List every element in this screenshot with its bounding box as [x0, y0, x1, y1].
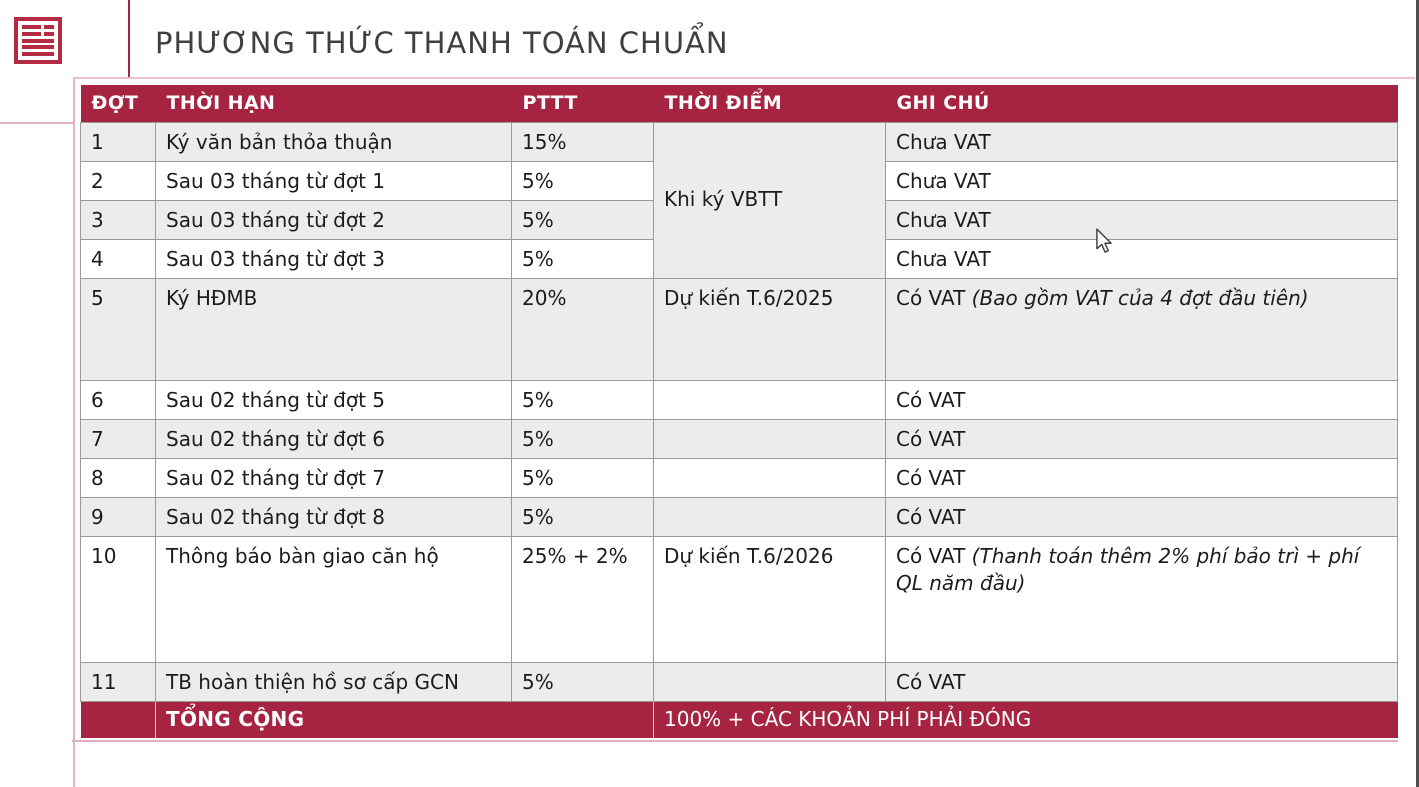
- cell-pttt: 5%: [511, 160, 654, 201]
- cell-pttt: 20%: [511, 277, 654, 381]
- horizontal-guide-line-top: [73, 77, 1415, 79]
- table-row: 9 Sau 02 tháng từ đợt 8 5% Có VAT: [80, 496, 1398, 537]
- arrow-cursor-icon: [1096, 228, 1112, 253]
- cell-note: Có VAT (Thanh toán thêm 2% phí bảo trì +…: [885, 535, 1398, 663]
- cell-term: Sau 02 tháng từ đợt 6: [155, 418, 512, 459]
- cell-note: Có VAT (Bao gồm VAT của 4 đợt đầu tiên): [885, 277, 1398, 381]
- cell-pttt: 5%: [511, 379, 654, 420]
- cell-term: Sau 03 tháng từ đợt 2: [155, 199, 512, 240]
- cell-time: [653, 496, 886, 537]
- logo-bar: [22, 38, 54, 43]
- screen-right-edge: [1416, 0, 1419, 787]
- horizontal-guide-line-bottom: [72, 740, 1398, 742]
- cell-note: Chưa VAT: [885, 199, 1398, 240]
- cell-installment: 7: [80, 418, 156, 459]
- document-seal-icon: [14, 17, 62, 64]
- cell-term: Thông báo bàn giao căn hộ: [155, 535, 512, 663]
- cell-installment: 2: [80, 160, 156, 201]
- cell-time: [653, 457, 886, 498]
- table-row: 2 Sau 03 tháng từ đợt 1 5% Chưa VAT: [80, 160, 1398, 201]
- cell-note: Có VAT: [885, 457, 1398, 498]
- table-total-row: TỔNG CỘNG 100% + CÁC KHOẢN PHÍ PHẢI ĐÓNG: [80, 701, 1398, 738]
- cell-note: Chưa VAT: [885, 238, 1398, 279]
- cell-pttt: 5%: [511, 661, 654, 702]
- cell-pttt: 15%: [511, 121, 654, 162]
- table-row: 3 Sau 03 tháng từ đợt 2 5% Chưa VAT: [80, 199, 1398, 240]
- table-row: 7 Sau 02 tháng từ đợt 6 5% Có VAT: [80, 418, 1398, 459]
- vertical-guide-line: [73, 77, 75, 787]
- cell-pttt: 5%: [511, 457, 654, 498]
- cell-term: Sau 02 tháng từ đợt 5: [155, 379, 512, 420]
- cell-installment: 3: [80, 199, 156, 240]
- cell-note: Chưa VAT: [885, 160, 1398, 201]
- table-row: 8 Sau 02 tháng từ đợt 7 5% Có VAT: [80, 457, 1398, 498]
- cell-term: Sau 03 tháng từ đợt 3: [155, 238, 512, 279]
- cell-installment: 8: [80, 457, 156, 498]
- table-row: 5 Ký HĐMB 20% Dự kiến T.6/2025 Có VAT (B…: [80, 277, 1398, 381]
- cell-note: Có VAT: [885, 496, 1398, 537]
- cell-installment: 4: [80, 238, 156, 279]
- cell-note: Có VAT: [885, 661, 1398, 702]
- logo-bar: [22, 25, 54, 29]
- cell-time: Dự kiến T.6/2026: [653, 535, 886, 663]
- table-row: 10 Thông báo bàn giao căn hộ 25% + 2% Dự…: [80, 535, 1398, 663]
- table-row: 11 TB hoàn thiện hồ sơ cấp GCN 5% Có VAT: [80, 661, 1398, 702]
- cell-installment: 5: [80, 277, 156, 381]
- cell-term: TB hoàn thiện hồ sơ cấp GCN: [155, 661, 512, 702]
- cell-pttt: 25% + 2%: [511, 535, 654, 663]
- cell-installment: 6: [80, 379, 156, 420]
- total-value: 100% + CÁC KHOẢN PHÍ PHẢI ĐÓNG: [653, 701, 1398, 738]
- cell-pttt: 5%: [511, 418, 654, 459]
- cell-note: Có VAT: [885, 379, 1398, 420]
- cell-note: Có VAT: [885, 418, 1398, 459]
- cell-time: [653, 379, 886, 420]
- column-header-time: THỜI ĐIỂM: [653, 85, 886, 122]
- cell-time: Dự kiến T.6/2025: [653, 277, 886, 381]
- cell-note: Chưa VAT: [885, 121, 1398, 162]
- column-header-note: GHI CHÚ: [885, 85, 1398, 122]
- table-row: 6 Sau 02 tháng từ đợt 5 5% Có VAT: [80, 379, 1398, 420]
- cell-term: Ký HĐMB: [155, 277, 512, 381]
- logo-bar: [22, 45, 54, 50]
- table-header-row: ĐỢT THỜI HẠN PTTT THỜI ĐIỂM GHI CHÚ: [80, 85, 1398, 122]
- cell-installment: 11: [80, 661, 156, 702]
- vertical-accent-line: [128, 0, 130, 78]
- slide-title: PHƯƠNG THỨC THANH TOÁN CHUẨN: [155, 26, 729, 60]
- cell-installment: 1: [80, 121, 156, 162]
- cell-total-spacer: [80, 701, 156, 738]
- table-row: 1 Ký văn bản thỏa thuận 15% Khi ký VBTT …: [80, 121, 1398, 279]
- cell-time: [653, 418, 886, 459]
- horizontal-guide-line-left: [0, 122, 73, 124]
- cell-term: Sau 02 tháng từ đợt 8: [155, 496, 512, 537]
- logo-bar: [22, 31, 54, 36]
- logo-bar: [22, 52, 54, 56]
- payment-schedule-table: ĐỢT THỜI HẠN PTTT THỜI ĐIỂM GHI CHÚ 1 Ký…: [80, 85, 1398, 738]
- column-header-term: THỜI HẠN: [155, 85, 512, 122]
- table-row: 4 Sau 03 tháng từ đợt 3 5% Chưa VAT: [80, 238, 1398, 279]
- cell-installment: 9: [80, 496, 156, 537]
- column-header-pttt: PTTT: [511, 85, 654, 122]
- cell-term: Sau 03 tháng từ đợt 1: [155, 160, 512, 201]
- cell-time: [653, 661, 886, 702]
- cell-installment: 10: [80, 535, 156, 663]
- total-label: TỔNG CỘNG: [155, 701, 654, 738]
- cell-time-merged: Khi ký VBTT: [653, 121, 886, 279]
- cell-term: Ký văn bản thỏa thuận: [155, 121, 512, 162]
- cell-pttt: 5%: [511, 199, 654, 240]
- cell-pttt: 5%: [511, 238, 654, 279]
- cell-pttt: 5%: [511, 496, 654, 537]
- column-header-installment: ĐỢT: [80, 85, 156, 122]
- cell-term: Sau 02 tháng từ đợt 7: [155, 457, 512, 498]
